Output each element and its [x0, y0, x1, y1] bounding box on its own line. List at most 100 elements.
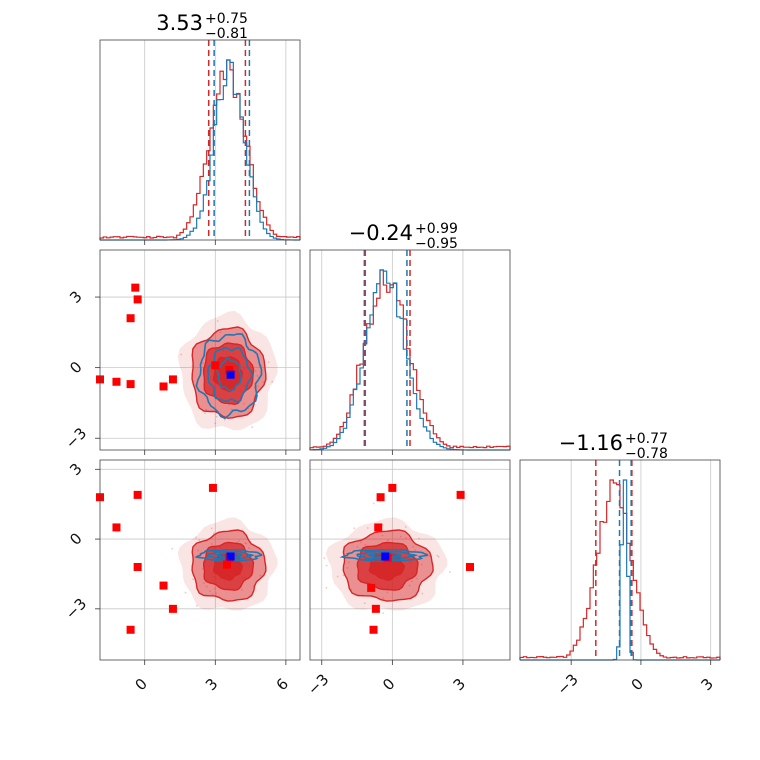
sample-point [416, 577, 418, 580]
outlier-marker [131, 283, 140, 292]
outlier-marker [133, 295, 142, 304]
sample-point [205, 585, 208, 588]
sample-point [346, 566, 349, 569]
sample-point [382, 612, 385, 615]
sample-point [244, 542, 247, 544]
scatter-panel-p0_p1 [96, 249, 301, 451]
sample-point [437, 555, 440, 558]
y-tick-label: 0 [66, 358, 85, 377]
sample-point [363, 602, 366, 605]
sample-point [192, 578, 195, 581]
histogram-panel-p0 [99, 39, 301, 241]
sample-point [202, 568, 204, 570]
sample-point [243, 402, 246, 405]
sample-point [198, 539, 201, 542]
sample-point [420, 563, 423, 566]
outlier-marker [133, 490, 142, 499]
sample-point [245, 542, 248, 545]
sample-point [418, 537, 420, 540]
title-plus: +0.99 [415, 221, 458, 237]
outlier-marker [168, 375, 177, 384]
x-tick-label: 3 [202, 675, 221, 694]
sample-point [171, 547, 174, 550]
outlier-marker [112, 523, 121, 532]
outlier-marker [168, 604, 177, 613]
sample-point [223, 418, 226, 421]
density-contour-blue-1 [356, 550, 419, 561]
sample-point [219, 331, 222, 334]
outlier-marker [388, 483, 397, 492]
sample-point [213, 532, 215, 535]
histogram-series-0 [309, 269, 511, 450]
sample-point [387, 539, 389, 542]
sample-point [227, 404, 230, 406]
sample-point [399, 535, 402, 538]
sample-point [204, 412, 206, 415]
outlier-marker [159, 581, 168, 590]
truth-marker [226, 552, 235, 561]
panel-title-p2: −1.16 +0.77−0.78 [559, 431, 668, 462]
sample-point [262, 381, 264, 383]
sample-point [342, 574, 345, 577]
outlier-marker [159, 382, 168, 391]
x-tick-label: 0 [131, 675, 150, 694]
scatter-panel-p1_p2 [309, 459, 511, 661]
sample-point [414, 549, 416, 552]
y-tick-label: −3 [62, 424, 90, 452]
sample-point [259, 574, 262, 577]
panel-title-p1: −0.24 +0.99−0.95 [349, 221, 458, 252]
sample-point [254, 370, 257, 372]
sample-point [196, 604, 198, 607]
outlier-marker [374, 523, 383, 532]
sample-point [359, 541, 362, 544]
sample-point [271, 380, 274, 383]
sample-point [448, 571, 451, 573]
sample-point [267, 361, 270, 364]
sample-point [211, 593, 214, 596]
density-contour-blue-1 [206, 550, 255, 561]
panel-frame [519, 459, 721, 661]
outlier-marker [223, 560, 232, 569]
outlier-marker [126, 314, 135, 323]
histogram-panel-p2 [519, 459, 721, 661]
outlier-marker [369, 625, 378, 634]
sample-point [230, 408, 233, 411]
title-median: −1.16 [559, 431, 623, 455]
y-tick-label: −3 [62, 595, 90, 623]
x-tick-label: 6 [273, 675, 292, 694]
panel-frame [99, 249, 301, 451]
title-median: 3.53 [156, 11, 203, 35]
sample-point [197, 549, 200, 552]
y-tick-label: 3 [66, 460, 85, 479]
sample-point [213, 587, 216, 590]
sample-point [325, 586, 328, 589]
x-tick-label: 3 [450, 675, 469, 694]
outlier-marker [126, 625, 135, 634]
sample-point [323, 557, 326, 559]
title-median: −0.24 [349, 221, 413, 245]
sample-point [325, 564, 328, 567]
outlier-marker [133, 562, 142, 571]
sample-point [215, 592, 218, 595]
panel-frame [309, 249, 511, 451]
title-minus: −0.95 [415, 236, 458, 252]
outlier-marker [371, 604, 380, 613]
outlier-marker [208, 483, 217, 492]
sample-point [364, 543, 367, 546]
density-contour-blue-0 [339, 548, 429, 563]
sample-point [210, 527, 213, 530]
sample-point [201, 362, 204, 364]
histogram-panel-p0-background [100, 40, 300, 240]
sample-point [251, 426, 254, 429]
density-contour-blue-0 [195, 333, 263, 420]
sample-point [386, 591, 389, 594]
sample-point [412, 545, 414, 548]
outlier-marker [466, 562, 474, 571]
sample-point [195, 536, 198, 539]
sample-point [215, 415, 218, 418]
sample-point [353, 527, 356, 530]
sample-point [216, 320, 219, 322]
sample-point [203, 582, 205, 585]
sample-point [240, 588, 243, 591]
